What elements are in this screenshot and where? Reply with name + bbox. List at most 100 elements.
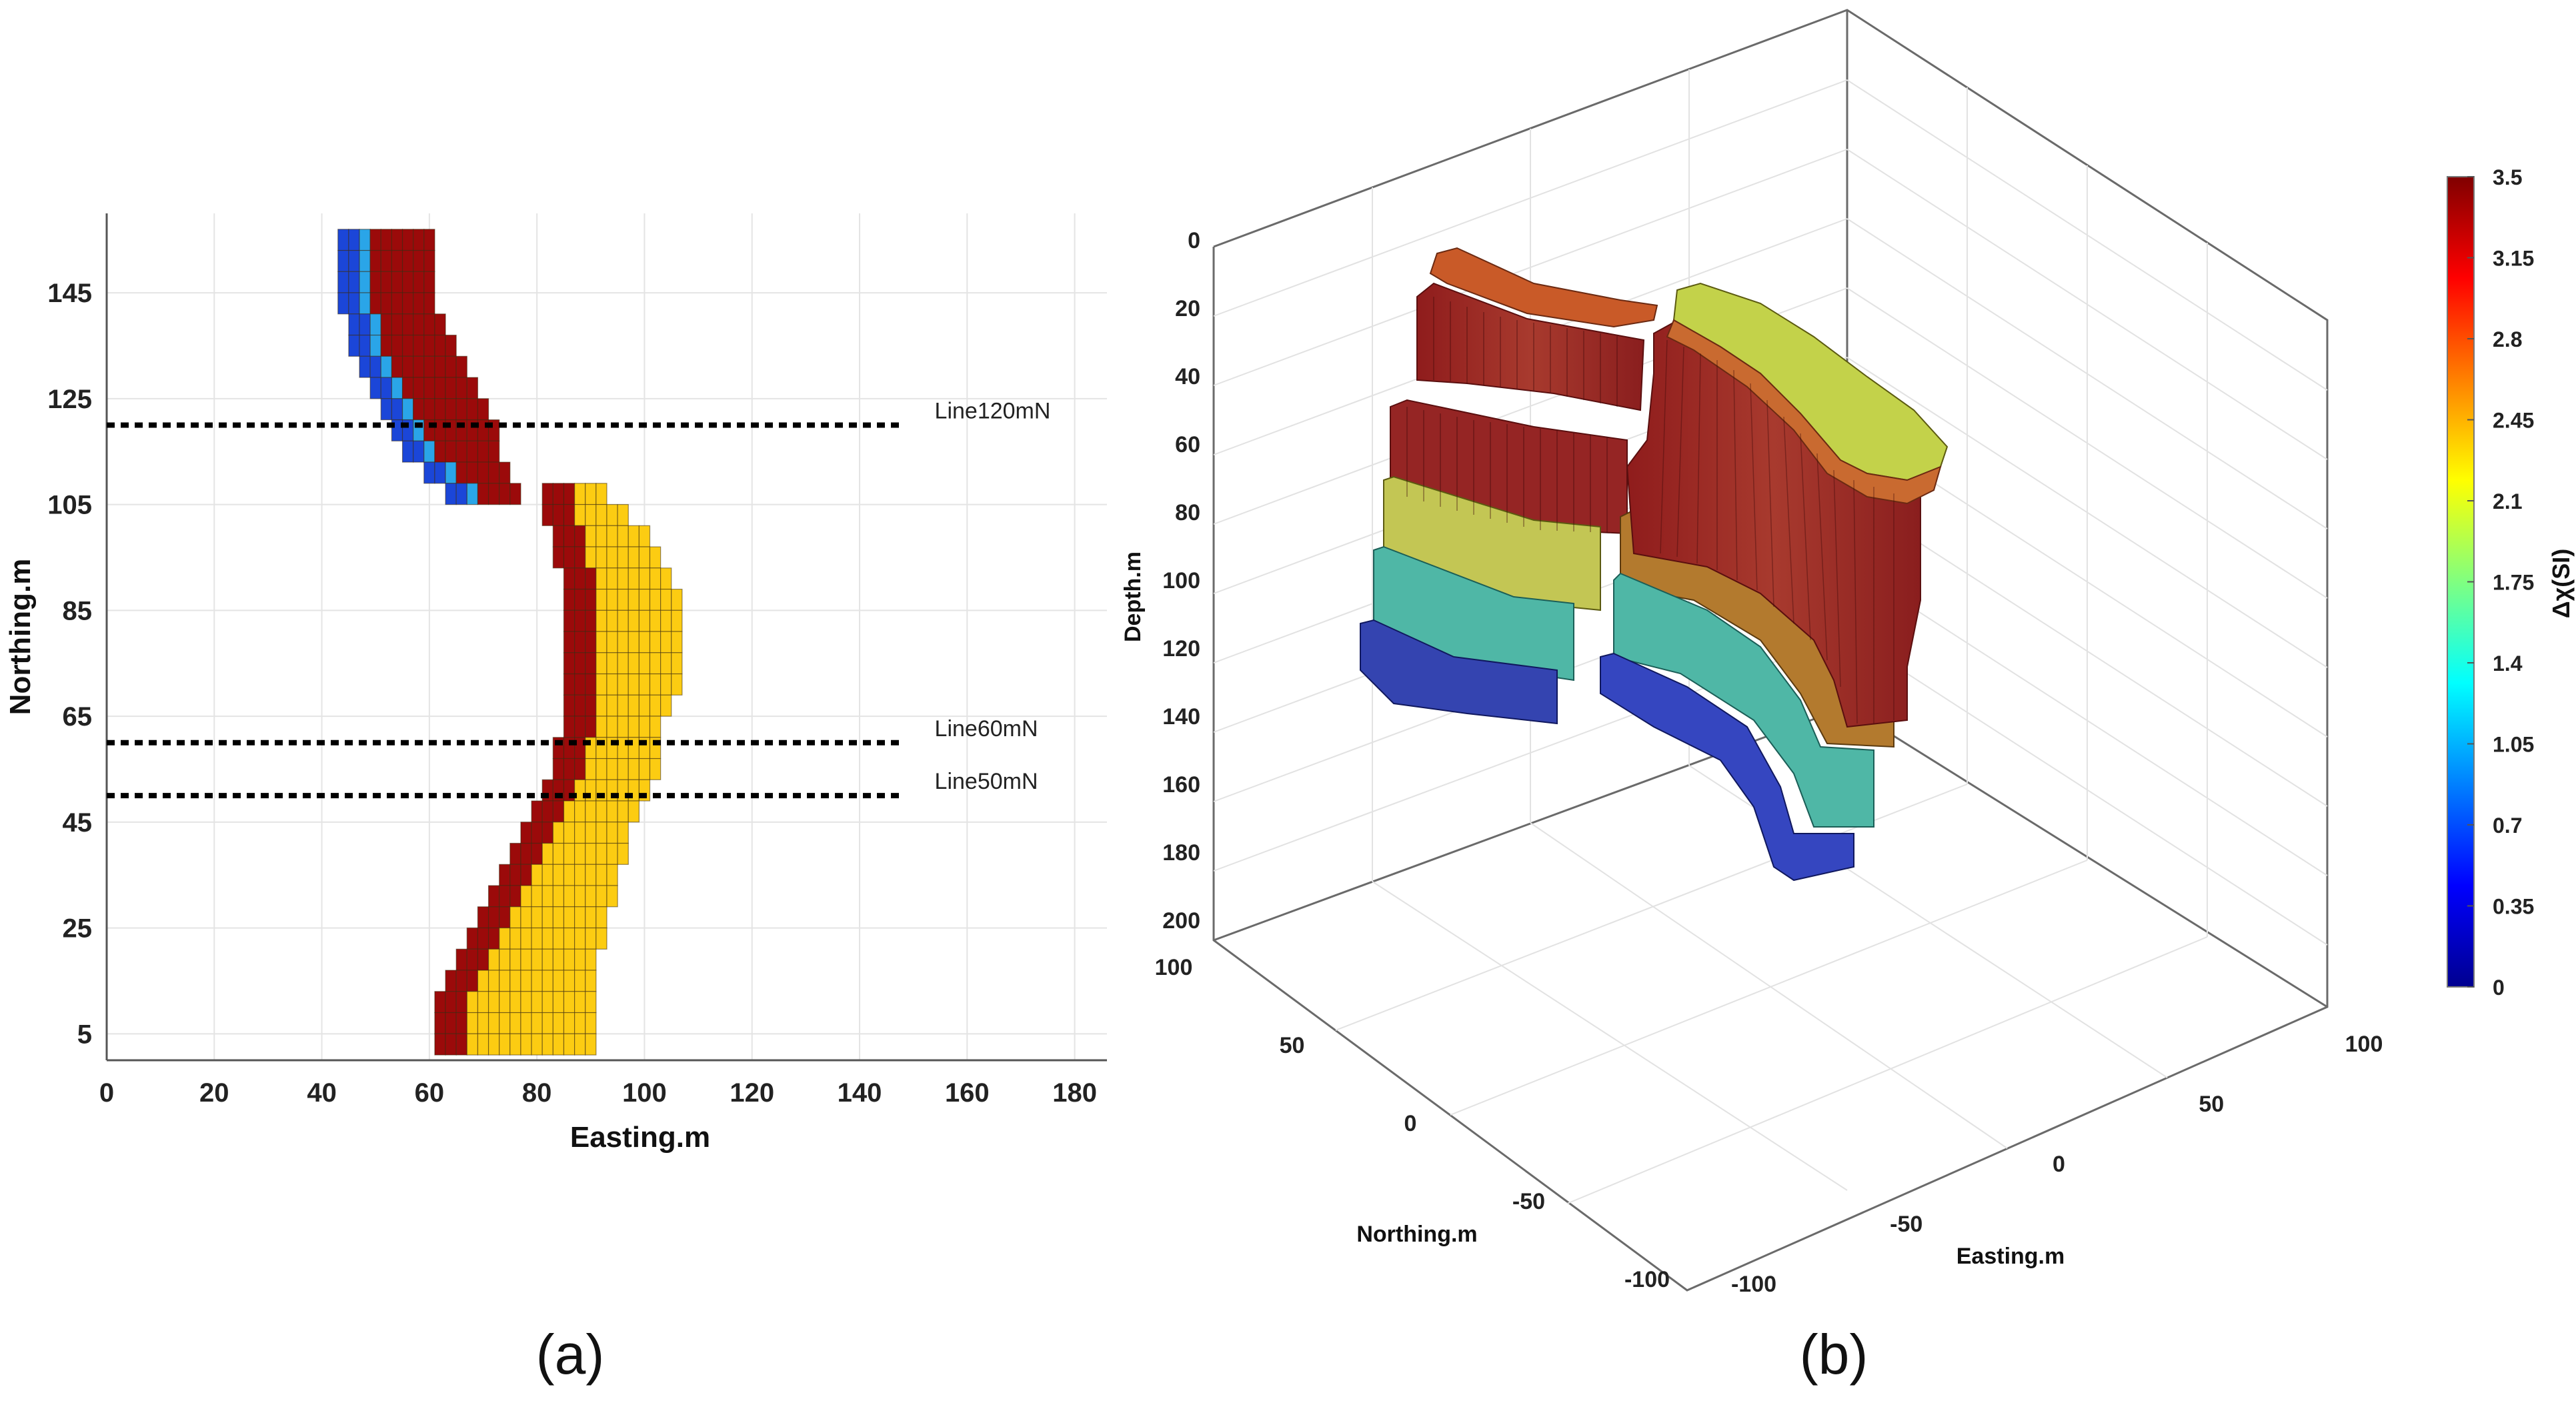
cell-yellow — [595, 673, 607, 695]
cell-cyan — [369, 313, 381, 336]
cell-yellow — [585, 503, 597, 526]
cell-red — [455, 440, 467, 463]
a-x-tick-label: 180 — [1052, 1078, 1097, 1108]
b-northing-tick-label: -100 — [1624, 1267, 1670, 1292]
cell-yellow — [563, 970, 575, 992]
b-northing-tick-label: 50 — [1280, 1033, 1305, 1058]
cell-red — [445, 991, 457, 1014]
cell-red — [423, 398, 435, 421]
cell-red — [509, 842, 521, 865]
cell-blue — [359, 355, 371, 378]
cell-yellow — [574, 1033, 586, 1056]
cell-red — [541, 800, 553, 823]
cell-red — [391, 355, 403, 378]
cell-yellow — [671, 673, 683, 695]
cell-yellow — [585, 991, 597, 1014]
cell-yellow — [563, 948, 575, 971]
cell-yellow — [638, 716, 651, 738]
cell-yellow — [574, 503, 586, 526]
cell-yellow — [638, 631, 651, 653]
cell-cyan — [359, 292, 371, 315]
cell-cyan — [359, 271, 371, 293]
cell-red — [574, 694, 586, 717]
colorbar-tick-label: 2.45 — [2493, 409, 2534, 433]
a-x-tick-label: 140 — [838, 1078, 882, 1108]
a-y-tick-label: 85 — [63, 596, 93, 625]
cell-red — [380, 229, 393, 251]
right-cyan-layer — [1613, 572, 1874, 828]
cell-yellow — [606, 822, 618, 844]
cell-red — [563, 673, 575, 695]
cell-yellow — [574, 483, 586, 505]
cell-red — [585, 694, 597, 717]
b-depth-tick-label: 120 — [1162, 636, 1200, 661]
cell-red — [509, 885, 521, 908]
b-easting-tick-label: -50 — [1890, 1212, 1922, 1237]
cell-blue — [455, 483, 467, 505]
cell-yellow — [563, 1012, 575, 1034]
cell-yellow — [552, 1012, 565, 1034]
cell-yellow — [595, 567, 607, 590]
cell-red — [574, 525, 586, 547]
cell-yellow — [585, 842, 597, 865]
cell-yellow — [606, 631, 618, 653]
cell-red — [445, 440, 457, 463]
cell-red — [499, 483, 511, 505]
cell-red — [434, 313, 446, 336]
cell-yellow — [509, 927, 521, 950]
cell-yellow — [595, 758, 607, 780]
cell-red — [413, 398, 425, 421]
cell-red — [434, 1033, 446, 1056]
cell-yellow — [595, 503, 607, 526]
b-easting-tick-label: 100 — [2345, 1032, 2383, 1057]
cell-yellow — [541, 885, 553, 908]
b-depth-tick-label: 0 — [1188, 228, 1200, 253]
cell-red — [369, 229, 381, 251]
cell-yellow — [563, 906, 575, 929]
cell-red — [499, 885, 511, 908]
cell-blue — [348, 334, 360, 357]
cell-red — [401, 377, 414, 399]
colorbar-tick-label: 0.7 — [2493, 814, 2522, 838]
cell-yellow — [660, 631, 672, 653]
cell-yellow — [595, 927, 607, 950]
cell-yellow — [531, 864, 543, 886]
cell-red — [455, 1033, 467, 1056]
cell-yellow — [595, 716, 607, 738]
cell-yellow — [627, 609, 639, 632]
cell-yellow — [520, 885, 532, 908]
colorbar: 3.5 3.15 2.8 2.45 2.1 1.75 1.4 1.05 0.7 0.35 0 Δχ(… — [2447, 165, 2575, 1000]
cell-red — [413, 377, 425, 399]
cell-yellow — [627, 631, 639, 653]
cell-yellow — [585, 483, 597, 505]
cell-yellow — [552, 864, 565, 886]
b-depth-tick-label: 80 — [1175, 500, 1200, 525]
cell-red — [520, 842, 532, 865]
cell-yellow — [520, 1012, 532, 1034]
cell-yellow — [552, 948, 565, 971]
cell-yellow — [606, 609, 618, 632]
cell-yellow — [552, 842, 565, 865]
a-x-tick-label: 120 — [730, 1078, 774, 1108]
cell-red — [520, 822, 532, 844]
cell-red — [423, 271, 435, 293]
cell-yellow — [649, 758, 662, 780]
cell-yellow — [595, 588, 607, 611]
cell-red — [563, 716, 575, 738]
colorbar-tick-label: 0 — [2493, 976, 2505, 1000]
cell-yellow — [574, 800, 586, 823]
cell-red — [413, 313, 425, 336]
cell-cyan — [445, 461, 457, 484]
colorbar-tick-label: 2.8 — [2493, 327, 2522, 351]
cell-red — [445, 398, 457, 421]
cell-blue — [348, 313, 360, 336]
cell-red — [391, 313, 403, 336]
cell-yellow — [552, 927, 565, 950]
cell-yellow — [499, 927, 511, 950]
cell-blue — [445, 483, 457, 505]
cell-red — [531, 822, 543, 844]
cell-red — [369, 271, 381, 293]
panel-b-depth-label: Depth.m — [1120, 551, 1146, 642]
cell-yellow — [595, 800, 607, 823]
